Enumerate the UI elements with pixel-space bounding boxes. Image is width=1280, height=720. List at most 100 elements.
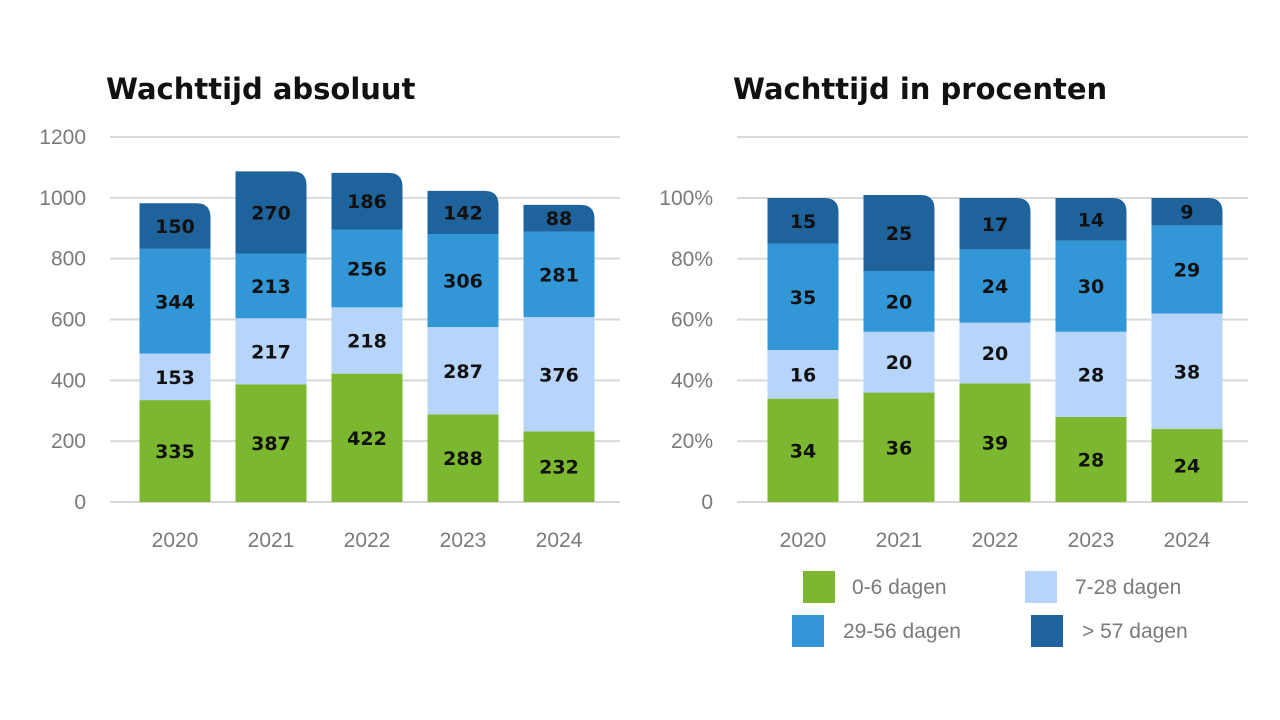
y-tick-label-1200: 1200 bbox=[39, 126, 86, 149]
bar-2024-29-56-dagen bbox=[1151, 225, 1223, 314]
bar-2022-29-56-dagen bbox=[331, 229, 403, 308]
x-tick-label-2024: 2024 bbox=[536, 529, 583, 552]
data-label-2023-57-dagen: 14 bbox=[1078, 209, 1104, 231]
bar-2020-29-56-dagen bbox=[767, 243, 839, 350]
data-label-2024-57-dagen: 88 bbox=[546, 208, 572, 230]
bar-2023-7-28-dagen bbox=[1055, 331, 1127, 417]
data-label-2024-57-dagen: 9 bbox=[1180, 202, 1193, 224]
data-label-2021-7-28-dagen: 20 bbox=[886, 352, 912, 374]
x-tick-label-2020: 2020 bbox=[780, 529, 827, 552]
bar-2023-29-56-dagen bbox=[1055, 240, 1127, 332]
data-label-2022-29-56-dagen: 24 bbox=[982, 276, 1008, 298]
bar-2021-29-56-dagen bbox=[235, 253, 307, 319]
y-tick-label-1000: 1000 bbox=[39, 187, 86, 210]
chart-title-absolute: Wachttijd absoluut bbox=[106, 72, 416, 106]
data-label-2021-57-dagen: 25 bbox=[886, 223, 912, 245]
bar-2024-57-dagen bbox=[1151, 198, 1223, 226]
y-tick-label-800: 800 bbox=[51, 248, 86, 271]
bar-2022-0-6-dagen bbox=[331, 373, 403, 502]
data-label-2022-7-28-dagen: 218 bbox=[347, 330, 387, 352]
data-label-2020-57-dagen: 15 bbox=[790, 211, 816, 233]
bar-2021-57-dagen bbox=[863, 194, 935, 271]
data-label-2020-29-56-dagen: 344 bbox=[155, 291, 195, 313]
data-label-2020-7-28-dagen: 153 bbox=[155, 367, 195, 389]
chart-title-percent: Wachttijd in procenten bbox=[733, 72, 1107, 106]
data-label-2021-0-6-dagen: 36 bbox=[886, 437, 912, 459]
bar-2022-57-dagen bbox=[959, 198, 1031, 250]
x-tick-label-2020: 2020 bbox=[152, 529, 199, 552]
data-label-2020-29-56-dagen: 35 bbox=[790, 287, 816, 309]
legend: 0-6 dagen 7-28 dagen 29-56 dagen > 57 dagen bbox=[792, 571, 1188, 647]
data-label-2023-7-28-dagen: 28 bbox=[1078, 364, 1104, 386]
y-tick-label-400: 400 bbox=[51, 369, 86, 392]
data-label-2021-57-dagen: 270 bbox=[251, 202, 291, 224]
x-tick-label-2021: 2021 bbox=[876, 529, 923, 552]
bar-2023-29-56-dagen bbox=[427, 234, 499, 328]
bar-2024-29-56-dagen bbox=[523, 231, 595, 318]
bar-2022-7-28-dagen bbox=[959, 322, 1031, 384]
bar-2022-29-56-dagen bbox=[959, 249, 1031, 323]
data-label-2022-0-6-dagen: 39 bbox=[982, 433, 1008, 455]
bar-2022-7-28-dagen bbox=[331, 307, 403, 374]
legend-swatch-57-dagen bbox=[1031, 615, 1063, 647]
bar-2023-57-dagen bbox=[427, 190, 499, 235]
data-label-2024-29-56-dagen: 281 bbox=[539, 264, 579, 286]
bar-2021-0-6-dagen bbox=[235, 384, 307, 502]
bar-2020-57-dagen bbox=[767, 198, 839, 244]
bar-2024-57-dagen bbox=[523, 204, 595, 232]
bar-2020-29-56-dagen bbox=[139, 248, 211, 354]
bar-2020-7-28-dagen bbox=[139, 353, 211, 401]
bar-2020-7-28-dagen bbox=[767, 350, 839, 399]
y-tick-label-60: 60% bbox=[671, 309, 713, 332]
data-label-2022-29-56-dagen: 256 bbox=[347, 258, 387, 280]
legend-swatch-29-56-dagen bbox=[792, 615, 824, 647]
bar-2024-0-6-dagen bbox=[1151, 429, 1223, 502]
bar-2020-57-dagen bbox=[139, 203, 211, 249]
data-label-2022-7-28-dagen: 20 bbox=[982, 343, 1008, 365]
bar-2024-7-28-dagen bbox=[523, 317, 595, 432]
bar-2023-57-dagen bbox=[1055, 198, 1127, 241]
bar-2021-29-56-dagen bbox=[863, 270, 935, 332]
chart-absolute: 0 200 400 600 800 1000 1200 335 153 344 150 2020 387… bbox=[39, 126, 620, 552]
bar-2024-0-6-dagen bbox=[523, 431, 595, 502]
data-label-2023-0-6-dagen: 288 bbox=[443, 448, 483, 470]
legend-label-57-dagen: > 57 dagen bbox=[1082, 620, 1188, 643]
data-label-2022-57-dagen: 186 bbox=[347, 191, 387, 213]
data-label-2024-7-28-dagen: 376 bbox=[539, 364, 579, 386]
bar-2022-57-dagen bbox=[331, 172, 403, 230]
y-tick-label-600: 600 bbox=[51, 309, 86, 332]
data-label-2020-57-dagen: 150 bbox=[155, 216, 195, 238]
data-label-2020-0-6-dagen: 34 bbox=[790, 440, 816, 462]
legend-label-29-56-dagen: 29-56 dagen bbox=[843, 620, 961, 643]
data-label-2021-29-56-dagen: 20 bbox=[886, 291, 912, 313]
y-tick-label-200: 200 bbox=[51, 430, 86, 453]
data-label-2022-57-dagen: 17 bbox=[982, 214, 1008, 236]
data-label-2023-57-dagen: 142 bbox=[443, 202, 483, 224]
bar-2020-0-6-dagen bbox=[139, 400, 211, 502]
bar-2021-7-28-dagen bbox=[863, 331, 935, 393]
bar-2021-7-28-dagen bbox=[235, 318, 307, 385]
y-tick-label-0: 0 bbox=[701, 491, 713, 514]
bar-2024-7-28-dagen bbox=[1151, 313, 1223, 430]
legend-label-0-6-dagen: 0-6 dagen bbox=[852, 576, 947, 599]
x-tick-label-2023: 2023 bbox=[1068, 529, 1115, 552]
data-label-2024-7-28-dagen: 38 bbox=[1174, 361, 1200, 383]
data-label-2020-7-28-dagen: 16 bbox=[790, 364, 816, 386]
data-label-2023-29-56-dagen: 30 bbox=[1078, 276, 1104, 298]
bar-2020-0-6-dagen bbox=[767, 398, 839, 502]
x-tick-label-2022: 2022 bbox=[344, 529, 391, 552]
bar-2023-0-6-dagen bbox=[1055, 416, 1127, 502]
chart-percent: 020%40%60%80%100%34163515202036202025202… bbox=[659, 136, 1248, 552]
bar-2021-57-dagen bbox=[235, 171, 307, 254]
data-label-2021-7-28-dagen: 217 bbox=[251, 341, 291, 363]
y-tick-label-80: 80% bbox=[671, 248, 713, 271]
y-tick-label-40: 40% bbox=[671, 369, 713, 392]
data-label-2023-7-28-dagen: 287 bbox=[443, 361, 483, 383]
data-label-2024-0-6-dagen: 232 bbox=[539, 457, 579, 479]
x-tick-label-2022: 2022 bbox=[972, 529, 1019, 552]
legend-label-7-28-dagen: 7-28 dagen bbox=[1075, 576, 1181, 599]
y-tick-label-0: 0 bbox=[74, 491, 86, 514]
bar-2021-0-6-dagen bbox=[863, 392, 935, 502]
y-tick-label-20: 20% bbox=[671, 430, 713, 453]
